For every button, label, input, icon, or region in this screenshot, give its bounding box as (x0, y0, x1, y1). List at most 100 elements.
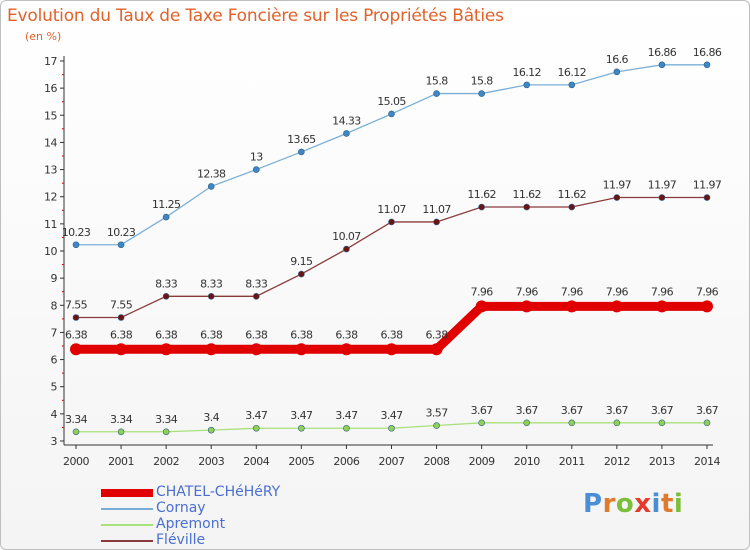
data-label: 10.07 (332, 230, 361, 243)
data-label: 11.07 (422, 203, 451, 216)
data-point (520, 300, 533, 313)
data-label: 7.55 (65, 299, 88, 312)
data-point (388, 218, 395, 226)
data-point (250, 343, 263, 356)
x-tick-label: 2004 (243, 455, 269, 468)
x-tick-label: 2007 (379, 455, 405, 468)
data-label: 7.96 (696, 285, 719, 298)
x-tick-label: 2000 (63, 455, 89, 468)
data-label: 10.23 (62, 226, 91, 239)
data-point (478, 90, 485, 97)
data-label: 6.38 (426, 328, 449, 341)
data-label: 16.12 (512, 66, 541, 79)
data-label: 9.15 (290, 255, 313, 268)
data-point (117, 314, 125, 321)
data-point (340, 343, 353, 356)
data-label: 7.96 (471, 285, 494, 298)
data-point (565, 300, 578, 313)
data-point (613, 194, 621, 201)
data-point (160, 343, 173, 356)
data-point (162, 213, 170, 221)
data-point (72, 241, 80, 249)
data-point (205, 343, 218, 356)
data-label: 11.97 (693, 179, 722, 192)
legend-swatch (101, 508, 153, 510)
y-tick-label: 16 (44, 82, 57, 95)
data-point (523, 203, 531, 211)
data-point (252, 293, 260, 300)
data-label: 8.33 (245, 277, 268, 290)
data-point (298, 148, 305, 156)
y-tick-label: 4 (51, 408, 58, 421)
logo-letter: P (583, 489, 603, 519)
data-point (207, 183, 215, 190)
data-point (658, 419, 666, 427)
x-tick-label: 2008 (424, 455, 450, 468)
data-point (343, 424, 350, 432)
x-tick-label: 2002 (153, 455, 179, 468)
legend-label: CHATEL-CHéHéRY (156, 484, 281, 500)
legend-label: Cornay (156, 500, 206, 516)
data-point (343, 130, 350, 137)
data-label: 11.07 (377, 203, 406, 216)
data-label: 3.4 (203, 411, 219, 424)
legend-label: Fléville (156, 532, 206, 548)
data-point (70, 343, 82, 356)
data-label: 3.67 (471, 404, 494, 417)
data-point (655, 300, 668, 313)
data-point (613, 68, 621, 76)
data-point (72, 428, 80, 436)
y-tick-label: 14 (44, 136, 57, 149)
data-point (701, 300, 713, 313)
y-tick-label: 8 (51, 299, 58, 312)
data-point (72, 314, 80, 321)
data-label: 6.38 (335, 328, 358, 341)
data-point (523, 419, 531, 427)
data-label: 13.65 (287, 133, 316, 146)
x-tick-label: 2003 (198, 455, 224, 468)
logo-letter: t (660, 489, 674, 519)
data-point (658, 194, 666, 201)
data-label: 3.34 (65, 413, 88, 426)
data-point (475, 300, 488, 313)
data-point (207, 293, 215, 300)
data-point (433, 422, 440, 429)
logo-letter: r (602, 489, 616, 519)
data-label: 8.33 (155, 277, 178, 290)
data-label: 3.47 (380, 409, 403, 422)
data-point (388, 110, 395, 118)
data-label: 11.62 (558, 188, 587, 201)
data-point (433, 90, 440, 97)
data-label: 3.47 (290, 409, 313, 422)
data-label: 7.96 (606, 285, 629, 298)
data-point (433, 218, 440, 226)
data-point (298, 424, 305, 432)
data-point (295, 343, 308, 356)
legend-swatch (101, 489, 153, 497)
data-label: 7.55 (110, 299, 133, 312)
x-tick-label: 2006 (333, 455, 359, 468)
data-label: 3.67 (696, 404, 719, 417)
data-point (388, 424, 395, 432)
data-label: 3.67 (651, 404, 674, 417)
data-label: 6.38 (155, 328, 178, 341)
data-label: 12.38 (197, 167, 226, 180)
x-tick-label: 2010 (514, 455, 540, 468)
data-point (568, 81, 576, 89)
x-tick-label: 2014 (694, 455, 720, 468)
logo-letter: o (615, 489, 635, 519)
x-tick-label: 2011 (559, 455, 585, 468)
data-label: 10.23 (107, 226, 136, 239)
data-label: 6.38 (245, 328, 268, 341)
data-label: 6.38 (200, 328, 223, 341)
chart-title: Evolution du Taux de Taxe Foncière sur l… (7, 6, 504, 26)
x-tick-label: 2012 (604, 455, 630, 468)
data-label: 11.62 (467, 188, 496, 201)
data-label: 15.8 (426, 75, 449, 88)
data-label: 3.47 (245, 409, 268, 422)
x-tick-label: 2013 (649, 455, 675, 468)
data-point (252, 424, 260, 432)
data-point (385, 343, 398, 356)
data-point (117, 241, 125, 249)
data-label: 6.38 (110, 328, 133, 341)
